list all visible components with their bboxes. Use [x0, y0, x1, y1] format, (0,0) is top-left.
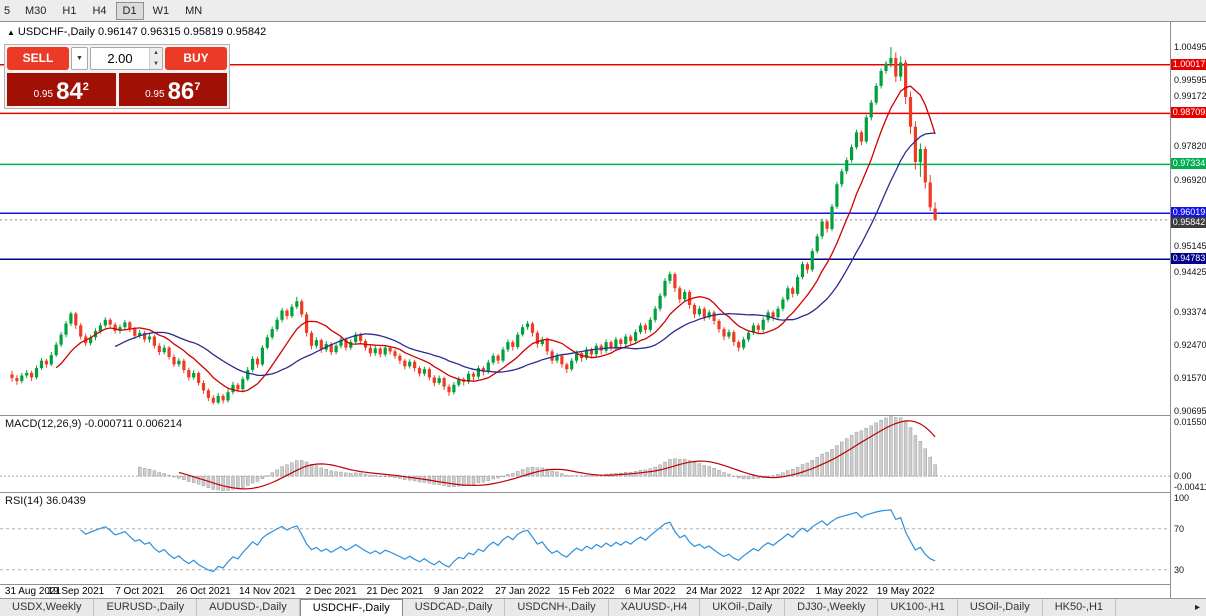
- timeframe-button-H1[interactable]: H1: [62, 4, 77, 17]
- line-price-label: 0.98709: [1171, 107, 1206, 119]
- date-label: 19 May 2022: [876, 586, 935, 597]
- price-scale-label: 0.96920: [1174, 174, 1206, 185]
- line-price-label: 1.00017: [1171, 58, 1206, 70]
- timeframe-button-M30[interactable]: M30: [25, 4, 47, 17]
- chart-tab-audusd-daily[interactable]: AUDUSD-,Daily: [197, 599, 300, 616]
- buy-price-prefix: 0.95: [145, 89, 165, 100]
- date-label: 1 May 2022: [815, 586, 868, 597]
- date-label: 15 Feb 2022: [558, 586, 615, 597]
- line-price-label: 0.94783: [1171, 253, 1206, 265]
- main-chart-canvas[interactable]: [0, 22, 1170, 416]
- date-label: 2 Dec 2021: [305, 586, 357, 597]
- rsi-axis-label: 100: [1174, 493, 1190, 504]
- date-label: 27 Jan 2022: [495, 586, 551, 597]
- price-scale-label: 0.93374: [1174, 306, 1206, 317]
- lot-increase-button[interactable]: ▲: [150, 48, 162, 59]
- macd-name: MACD(12,26,9): [5, 418, 82, 430]
- sell-button[interactable]: SELL: [7, 47, 69, 70]
- price-scale-label: 0.91570: [1174, 373, 1206, 384]
- price-scale-label: 0.92470: [1174, 340, 1206, 351]
- macd-panel[interactable]: MACD(12,26,9) -0.000711 0.006214: [0, 416, 1170, 493]
- chart-window: ▲ USDCHF-,Daily 0.96147 0.96315 0.95819 0…: [0, 22, 1206, 598]
- chart-tab-usdcnh-daily[interactable]: USDCNH-,Daily: [505, 599, 609, 616]
- date-axis: 31 Aug 2021 19 Sep 2021 7 Oct 2021 26 Oct 2…: [0, 585, 1170, 598]
- one-click-trading-panel: SELL ▼ 2.00 ▲ ▼ BUY 0.95 84: [4, 44, 230, 109]
- sell-price-prefix: 0.95: [33, 89, 54, 100]
- price-scale-label: 0.90695: [1174, 405, 1206, 416]
- tab-scroll-right-icon[interactable]: ▸: [1194, 602, 1200, 613]
- buy-price-display[interactable]: 0.95 86 7: [118, 73, 227, 106]
- chart-tab-usdcad-daily[interactable]: USDCAD-,Daily: [403, 599, 506, 616]
- price-scale-label: 0.97820: [1174, 141, 1206, 152]
- chart-tab-uk100-h1[interactable]: UK100-,H1: [878, 599, 958, 616]
- line-price-label: 0.96019: [1171, 207, 1206, 219]
- macd-label: MACD(12,26,9) -0.000711 0.006214: [5, 418, 182, 430]
- rsi-name: RSI(14): [5, 495, 43, 507]
- macd-axis-label: 0.00: [1174, 471, 1192, 482]
- timeframe-button-H4[interactable]: H4: [92, 4, 107, 17]
- chart-tab-usdchf-daily[interactable]: USDCHF-,Daily: [299, 599, 403, 616]
- chart-ohlc-values: 0.96147 0.96315 0.95819 0.95842: [97, 26, 267, 38]
- timeframe-button-W1[interactable]: W1: [152, 4, 170, 17]
- price-scale-label: 0.94425: [1174, 267, 1206, 278]
- rsi-label: RSI(14) 36.0439: [5, 495, 86, 507]
- bottom-tab-bar: USDX,Weekly EURUSD-,Daily AUDUSD-,Daily USD…: [0, 598, 1206, 616]
- line-price-label: 0.97334: [1171, 158, 1206, 170]
- chart-tab-eurusd-daily[interactable]: EURUSD-,Daily: [94, 599, 198, 616]
- timeframe-button-MN[interactable]: MN: [185, 4, 203, 17]
- chart-tab-usoil-daily[interactable]: USOil-,Daily: [958, 599, 1043, 616]
- macd-canvas[interactable]: [0, 416, 1170, 493]
- date-label: 9 Jan 2022: [434, 586, 484, 597]
- buy-price-fraction: 7: [194, 81, 201, 93]
- rsi-canvas[interactable]: [0, 493, 1170, 585]
- timeframe-toolbar: 5 M30 H1 H4 D1 W1 MN: [0, 0, 1206, 22]
- date-label: 7 Oct 2021: [115, 586, 165, 597]
- macd-values: -0.000711 0.006214: [84, 418, 183, 430]
- date-label: 12 Apr 2022: [750, 586, 805, 597]
- lot-size-input[interactable]: 2.00 ▲ ▼: [90, 47, 163, 70]
- price-scale-label: 0.95145: [1174, 240, 1206, 251]
- lot-decrease-button[interactable]: ▼: [150, 58, 162, 69]
- timeframe-button-D1[interactable]: D1: [115, 1, 144, 20]
- order-type-dropdown[interactable]: ▼: [71, 47, 88, 70]
- current-price-label: 0.95842: [1171, 216, 1206, 228]
- price-scale-label: 1.00495: [1174, 42, 1206, 53]
- chevron-down-icon: ▼: [76, 55, 83, 62]
- lot-size-value[interactable]: 2.00: [107, 51, 133, 66]
- rsi-value: 36.0439: [45, 495, 86, 507]
- date-label: 24 Mar 2022: [686, 586, 743, 597]
- symbol-marker-icon: ▲: [7, 28, 15, 37]
- chart-title: ▲ USDCHF-,Daily 0.96147 0.96315 0.95819 0…: [7, 26, 266, 38]
- date-label: 14 Nov 2021: [238, 586, 296, 597]
- price-scale-label: 0.99172: [1174, 91, 1206, 102]
- timeframe-button-5[interactable]: 5: [4, 4, 11, 17]
- macd-axis-label: 0.015504: [1174, 417, 1206, 427]
- sell-price-fraction: 2: [82, 81, 89, 93]
- chart-tab-dj30-weekly[interactable]: DJ30-,Weekly: [785, 599, 879, 616]
- rsi-panel[interactable]: RSI(14) 36.0439: [0, 493, 1170, 585]
- price-scale-label: 0.99595: [1174, 75, 1206, 86]
- macd-axis-label: -0.004118: [1174, 482, 1206, 492]
- chart-symbol: USDCHF-,Daily: [17, 26, 95, 38]
- rsi-axis-label: 30: [1174, 564, 1185, 575]
- date-label: 19 Sep 2021: [47, 586, 105, 597]
- date-label: 21 Dec 2021: [366, 586, 424, 597]
- chart-tab-hk50-h1[interactable]: HK50-,H1: [1043, 599, 1117, 616]
- buy-button[interactable]: BUY: [165, 47, 227, 70]
- main-chart-panel[interactable]: ▲ USDCHF-,Daily 0.96147 0.96315 0.95819 0…: [0, 22, 1170, 416]
- chart-tab-xauusd-h4[interactable]: XAUUSD-,H4: [609, 599, 701, 616]
- date-label: 6 Mar 2022: [625, 586, 676, 597]
- buy-price-pips: 86: [167, 78, 195, 105]
- chart-tab-usdx-weekly[interactable]: USDX,Weekly: [0, 599, 95, 616]
- rsi-axis-label: 70: [1174, 523, 1185, 534]
- sell-price-pips: 84: [56, 78, 83, 105]
- price-axis: 1.00495 0.99595 0.99172 0.97820 0.96920 0.951…: [1170, 22, 1206, 598]
- chart-tab-ukoil-daily[interactable]: UKOil-,Daily: [700, 599, 786, 616]
- sell-price-display[interactable]: 0.95 84 2: [7, 73, 116, 106]
- date-label: 31 Aug 2021: [4, 586, 62, 597]
- date-label: 26 Oct 2021: [176, 586, 231, 597]
